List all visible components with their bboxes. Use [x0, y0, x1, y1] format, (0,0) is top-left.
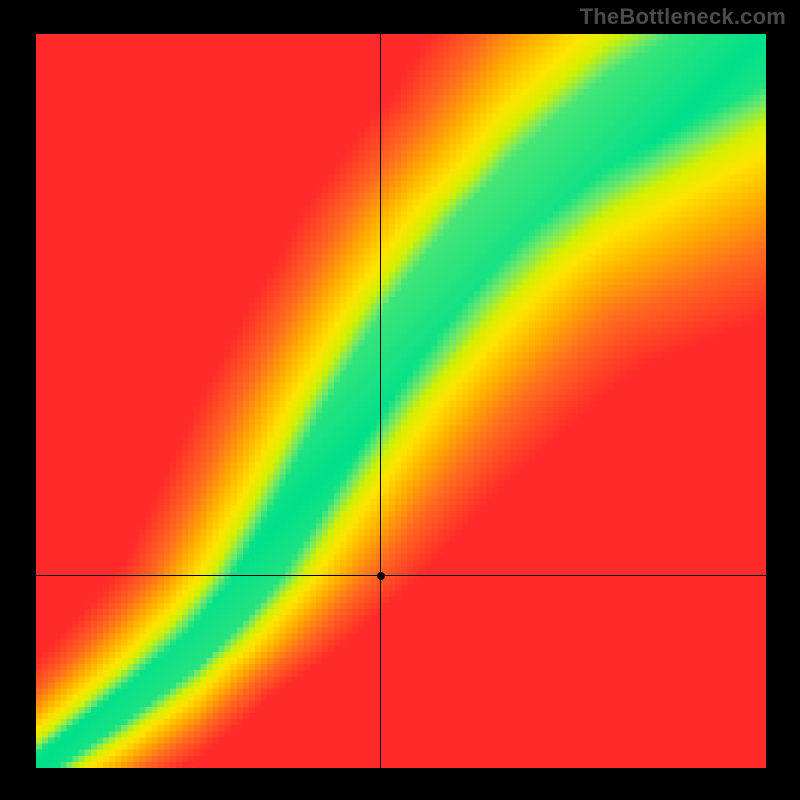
chart-wrapper: TheBottleneck.com — [0, 0, 800, 800]
heatmap-plot-area — [36, 34, 766, 768]
crosshair-marker — [377, 572, 385, 580]
crosshair-horizontal — [36, 575, 766, 576]
crosshair-vertical — [380, 34, 381, 768]
heatmap-canvas — [36, 34, 766, 768]
watermark-text: TheBottleneck.com — [580, 4, 786, 30]
